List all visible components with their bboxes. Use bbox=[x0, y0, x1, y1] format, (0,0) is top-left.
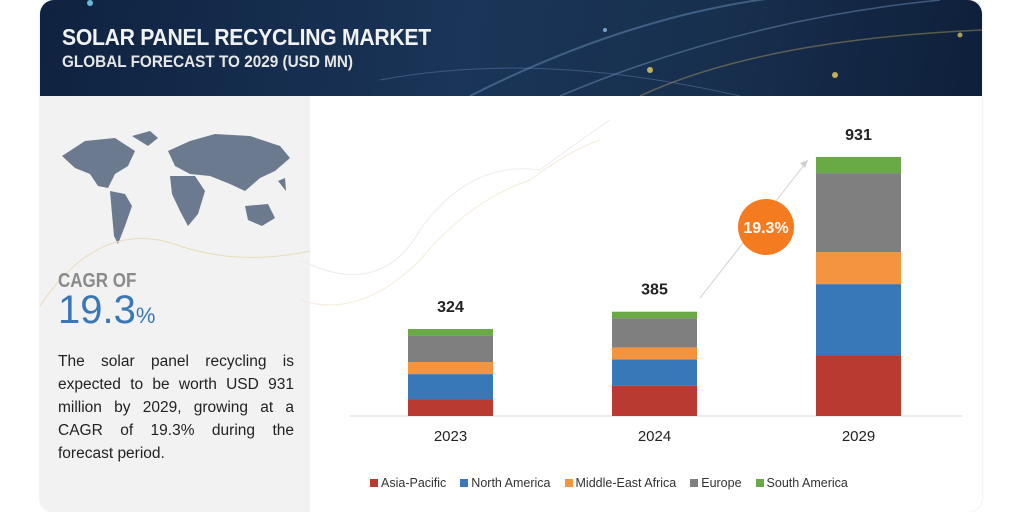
market-description: The solar panel recycling is expected to… bbox=[58, 353, 294, 462]
legend-swatch bbox=[755, 479, 764, 487]
bar-segment-south-america-2024 bbox=[612, 311, 697, 319]
legend-item: Middle-East Africa bbox=[564, 476, 677, 490]
bar-segment-south-america-2023 bbox=[408, 328, 493, 336]
legend-label: Asia-Pacific bbox=[381, 476, 447, 490]
legend-label: Europe bbox=[701, 476, 742, 490]
cagr-unit: % bbox=[135, 303, 156, 328]
legend-label: Middle-East Africa bbox=[575, 476, 677, 490]
bar-segment-asia-pacific-2024 bbox=[612, 385, 697, 416]
legend-item: Europe bbox=[690, 476, 742, 490]
cagr-number: 19.3 bbox=[58, 288, 136, 332]
cagr-badge bbox=[738, 199, 794, 255]
bar-segment-middle-east-africa-2029 bbox=[816, 252, 901, 285]
bar-segment-asia-pacific-2029 bbox=[816, 355, 901, 416]
header-banner: SOLAR PANEL RECYCLING MARKET GLOBAL FORE… bbox=[40, 0, 982, 96]
world-map-icon bbox=[62, 131, 290, 244]
legend-swatch bbox=[370, 479, 378, 487]
legend-label: South America bbox=[766, 476, 848, 490]
bar-segment-north-america-2029 bbox=[816, 284, 901, 356]
bar-segment-middle-east-africa-2023 bbox=[408, 362, 493, 375]
bar-segment-south-america-2029 bbox=[816, 156, 901, 174]
x-tick-label: 2024 bbox=[638, 428, 671, 445]
bar-segment-europe-2024 bbox=[612, 318, 697, 348]
legend-swatch bbox=[460, 479, 469, 487]
bar-total-label: 385 bbox=[641, 282, 668, 299]
cagr-badge-label: 19.3% bbox=[743, 220, 788, 237]
growth-arrow-head bbox=[800, 160, 808, 168]
x-tick-label: 2023 bbox=[434, 428, 467, 445]
decorative-curve bbox=[299, 119, 611, 275]
bar-segment-asia-pacific-2023 bbox=[408, 399, 493, 416]
bar-segment-north-america-2024 bbox=[612, 359, 697, 386]
legend-item: South America bbox=[755, 476, 848, 490]
bar-total-label: 931 bbox=[845, 127, 872, 144]
page-title: SOLAR PANEL RECYCLING MARKET bbox=[62, 24, 431, 50]
x-tick-label: 2029 bbox=[842, 428, 875, 445]
decorative-curve bbox=[40, 238, 310, 307]
legend-label: North America bbox=[471, 476, 551, 490]
bar-segment-europe-2023 bbox=[408, 335, 493, 363]
summary-panel: CAGR OF 19.3% The solar panel recycling … bbox=[40, 96, 310, 512]
legend-item: Asia-Pacific bbox=[370, 476, 446, 490]
bar-total-label: 324 bbox=[437, 299, 464, 316]
legend-swatch bbox=[690, 479, 699, 487]
bar-segment-europe-2029 bbox=[816, 173, 901, 253]
header-light-streaks bbox=[87, 0, 982, 96]
chart-legend: Asia-Pacific North America Middle-East Afr… bbox=[370, 476, 848, 490]
decorative-curve bbox=[299, 139, 601, 306]
page-subtitle: GLOBAL FORECAST TO 2029 (USD MN) bbox=[62, 52, 354, 71]
bar-segment-middle-east-africa-2024 bbox=[612, 347, 697, 360]
bar-segment-north-america-2023 bbox=[408, 374, 493, 400]
legend-swatch bbox=[564, 479, 573, 487]
legend-item: North America bbox=[460, 476, 551, 490]
cagr-value: 19.3% bbox=[58, 288, 155, 333]
cagr-label: CAGR OF bbox=[58, 270, 137, 292]
